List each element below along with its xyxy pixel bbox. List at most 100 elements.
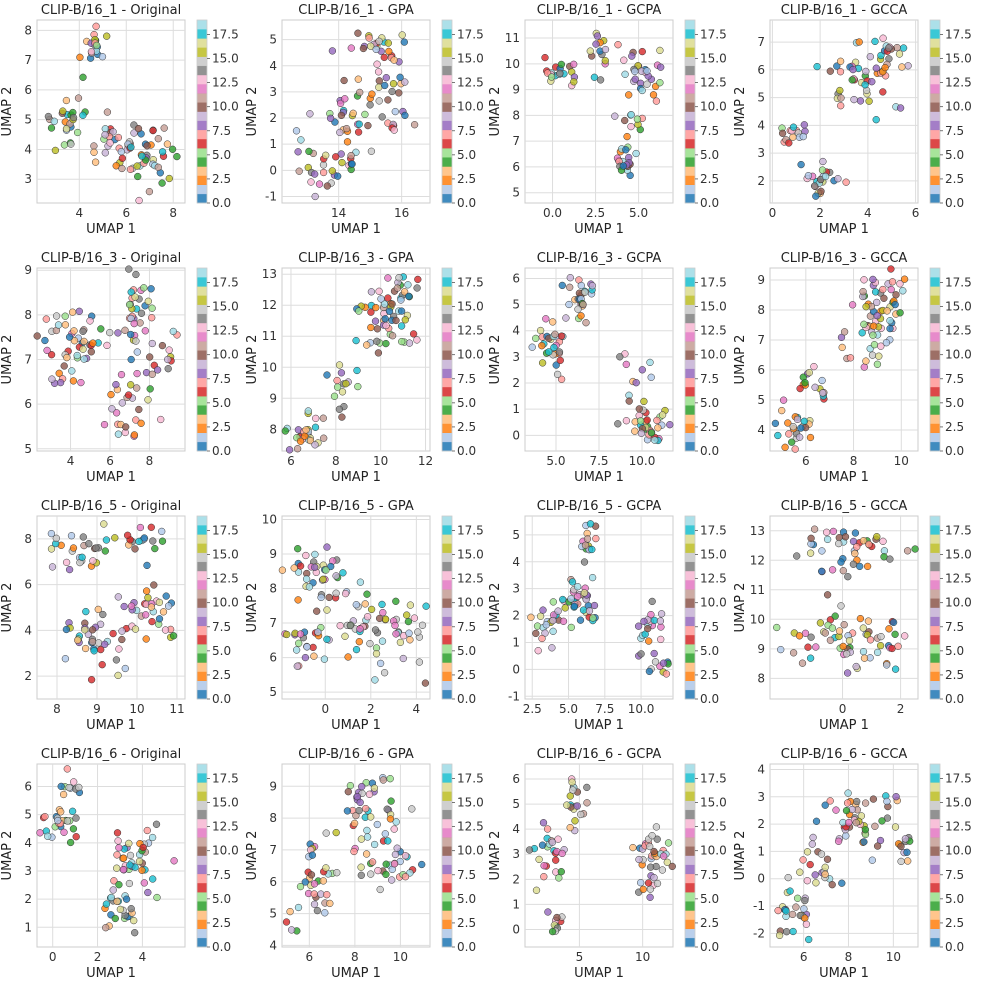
data-point — [148, 617, 156, 626]
x-tick-label: 8 — [845, 950, 853, 964]
data-point — [368, 858, 377, 866]
data-point — [635, 855, 643, 864]
data-point — [789, 133, 797, 141]
data-point — [886, 317, 894, 325]
colorbar-tick-label: 10.0 — [700, 348, 727, 362]
data-point — [322, 151, 330, 159]
data-point — [896, 309, 904, 317]
colorbar-frame — [196, 515, 208, 700]
data-point — [362, 804, 370, 813]
point-layer — [278, 543, 430, 687]
y-tick-label: 2 — [269, 111, 277, 125]
data-point — [785, 139, 793, 147]
colorbar-segment — [442, 377, 452, 388]
data-point — [121, 664, 129, 673]
data-point — [837, 102, 845, 110]
data-point — [401, 111, 409, 120]
colorbar-segment — [930, 414, 940, 424]
colorbar-segment — [685, 937, 695, 948]
data-point — [294, 148, 302, 156]
colorbar-segment — [685, 193, 695, 204]
colorbar-segment — [197, 791, 207, 801]
y-tick-label: 4 — [269, 938, 277, 952]
subplot-title: CLIP-B/16_3 - GPA — [298, 251, 414, 266]
colorbar: 0.02.55.07.510.012.515.017.5 — [929, 19, 972, 210]
data-point — [563, 801, 571, 809]
data-point — [553, 913, 561, 922]
data-point — [789, 423, 797, 431]
x-tick-label: 10 — [894, 454, 909, 468]
x-axis-label: UMAP 1 — [331, 966, 381, 981]
colorbar-segment — [930, 29, 940, 39]
data-point — [158, 148, 167, 156]
data-point — [131, 293, 139, 301]
data-point — [806, 654, 815, 662]
data-point — [153, 893, 161, 902]
colorbar-segment — [197, 56, 207, 67]
data-point — [379, 608, 387, 617]
colorbar-frame — [929, 19, 941, 204]
data-point — [286, 907, 294, 916]
data-point — [371, 676, 379, 684]
colorbar-tick-label: 2.5 — [945, 916, 964, 930]
data-point — [561, 604, 569, 612]
colorbar-segment — [442, 414, 452, 424]
colorbar-tick-label: 0.0 — [457, 940, 476, 954]
data-point — [367, 288, 376, 296]
colorbar-segment — [197, 837, 207, 847]
colorbar: 0.02.55.07.510.012.515.017.5 — [196, 515, 239, 706]
data-point — [384, 274, 392, 282]
x-tick-label: 5.0 — [629, 206, 648, 220]
y-tick-label: 6 — [269, 875, 277, 889]
colorbar-segment — [685, 377, 695, 388]
colorbar-segment — [197, 864, 207, 875]
data-point — [871, 37, 879, 46]
data-point — [601, 57, 609, 65]
colorbar-tick-label: 15.0 — [700, 300, 727, 314]
data-point — [138, 866, 146, 874]
data-point — [810, 362, 818, 371]
data-point — [44, 832, 52, 840]
colorbar-segment — [930, 864, 940, 875]
data-point — [306, 110, 314, 118]
data-point — [567, 595, 575, 603]
colorbar-segment — [685, 800, 695, 811]
data-point — [142, 611, 150, 619]
data-point — [614, 41, 622, 49]
data-point — [169, 632, 178, 640]
data-point — [660, 852, 668, 860]
colorbar-segment — [930, 111, 940, 121]
data-point — [384, 96, 392, 104]
colorbar-segment — [442, 910, 452, 920]
data-point — [346, 621, 354, 630]
data-point — [162, 592, 170, 600]
data-point — [668, 862, 676, 871]
data-point — [797, 424, 805, 432]
data-point — [652, 97, 661, 105]
data-point — [545, 348, 553, 356]
y-tick-label: 3 — [757, 146, 765, 160]
data-point — [525, 846, 534, 854]
y-tick-label: 1 — [24, 920, 32, 934]
data-point — [114, 593, 122, 601]
data-point — [354, 382, 362, 391]
data-point — [127, 355, 135, 364]
data-point — [837, 602, 845, 610]
data-point — [801, 914, 809, 922]
data-point — [41, 336, 49, 345]
data-point — [138, 152, 146, 160]
colorbar-segment — [930, 928, 940, 939]
data-point — [93, 41, 101, 50]
data-point — [806, 860, 814, 869]
data-point — [653, 416, 661, 425]
data-point — [79, 533, 87, 541]
colorbar-tick-label: 10.0 — [945, 844, 972, 858]
data-point — [117, 370, 126, 379]
data-point — [336, 622, 344, 630]
colorbar-tick-label: 2.5 — [700, 172, 719, 186]
data-point — [98, 661, 106, 669]
data-point — [61, 312, 69, 320]
data-point — [805, 935, 813, 944]
